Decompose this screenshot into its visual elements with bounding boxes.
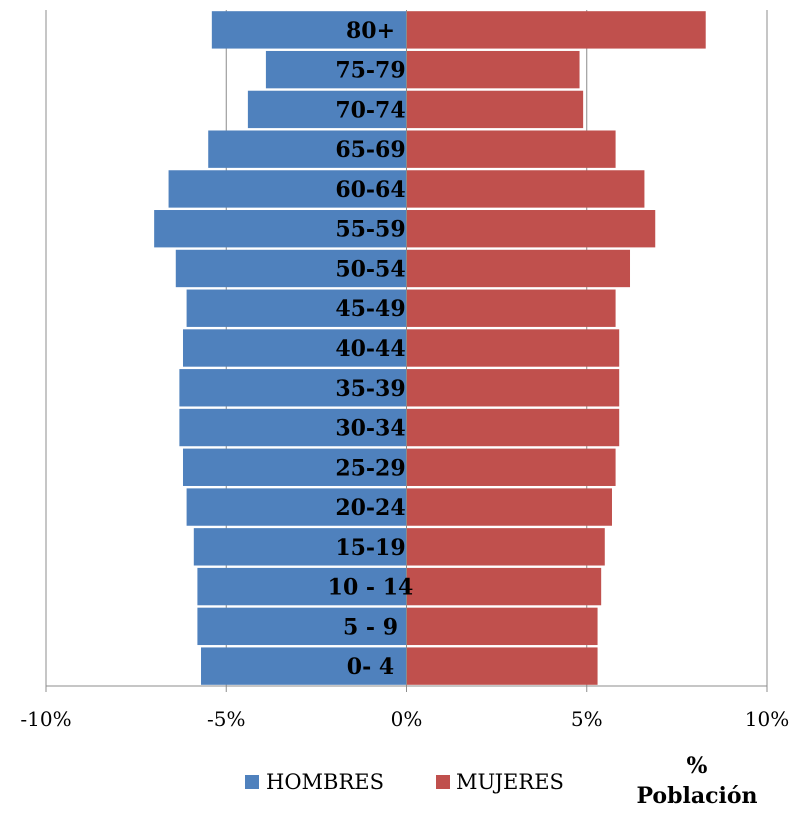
legend-label-mujeres: MUJERES: [456, 770, 564, 794]
bar-hombres-25-29: [182, 448, 407, 486]
bar-hombres-30-34: [179, 408, 407, 447]
bar-mujeres-0-4: [406, 647, 598, 685]
category-label: 15-19: [335, 535, 405, 561]
x-tick-label: -10%: [20, 707, 71, 731]
bar-mujeres-10-14: [406, 567, 602, 606]
category-label: 0- 4: [347, 654, 394, 680]
bar-mujeres-65-69: [406, 130, 616, 168]
category-label: 30-34: [335, 416, 405, 442]
unit-label-line-1: %: [687, 753, 708, 779]
bar-mujeres-35-39: [406, 369, 620, 407]
category-label: 50-54: [335, 256, 405, 282]
legend-swatch-mujeres: [436, 775, 450, 789]
legend: HOMBRES MUJERES: [245, 770, 564, 794]
bar-mujeres-15-19: [406, 528, 605, 566]
bar-hombres-65-69: [208, 130, 407, 168]
x-tick-label: -5%: [207, 707, 246, 731]
category-label: 10 - 14: [328, 575, 414, 601]
x-tick-label: 0%: [391, 707, 423, 731]
bar-mujeres-45-49: [406, 289, 616, 327]
x-axis: -10% -5% 0% 5% 10%: [20, 10, 789, 731]
bar-mujeres-5-9: [406, 607, 598, 646]
bar-mujeres-25-29: [406, 448, 616, 486]
bar-mujeres-60-64: [406, 170, 645, 208]
category-label: 45-49: [335, 296, 405, 322]
x-tick-label: 5%: [571, 707, 603, 731]
bar-hombres-35-39: [179, 369, 407, 407]
unit-label: % Población: [636, 753, 757, 809]
bar-hombres-50-54: [175, 249, 407, 288]
category-label: 70-74: [335, 97, 405, 123]
bar-mujeres-50-54: [406, 249, 631, 288]
bar-hombres-45-49: [186, 289, 407, 327]
bar-hombres-80+: [211, 11, 407, 49]
category-label: 60-64: [335, 177, 405, 203]
bars: [154, 11, 706, 685]
bar-hombres-5-9: [197, 607, 407, 646]
bar-mujeres-20-24: [406, 488, 612, 526]
category-label: 55-59: [335, 217, 405, 243]
category-label: 80+: [346, 18, 395, 44]
unit-label-line-2: Población: [636, 783, 757, 809]
bar-hombres-60-64: [168, 170, 407, 208]
bar-mujeres-75-79: [406, 50, 580, 89]
category-label: 25-29: [335, 455, 405, 481]
bar-hombres-40-44: [182, 329, 407, 367]
category-label: 20-24: [335, 495, 405, 521]
bar-hombres-55-59: [154, 210, 407, 248]
category-label: 35-39: [335, 376, 405, 402]
bar-hombres-20-24: [186, 488, 407, 526]
category-label: 40-44: [335, 336, 405, 362]
bar-hombres-10-14: [197, 567, 407, 606]
category-label: 5 - 9: [343, 614, 398, 640]
category-labels: 0- 4 5 - 9 10 - 14 15-19 20-24 25-29 30-34 35-3…: [328, 18, 414, 680]
bar-mujeres-70-74: [406, 90, 584, 129]
bar-mujeres-55-59: [406, 210, 656, 248]
legend-label-hombres: HOMBRES: [266, 770, 384, 794]
bar-mujeres-40-44: [406, 329, 620, 367]
bar-mujeres-80+: [406, 11, 706, 49]
bar-hombres-70-74: [247, 90, 407, 129]
bar-hombres-0-4: [201, 647, 407, 685]
bar-hombres-15-19: [193, 528, 407, 566]
category-label: 75-79: [335, 58, 405, 84]
bar-hombres-75-79: [265, 50, 407, 89]
bar-mujeres-30-34: [406, 408, 620, 447]
category-label: 65-69: [335, 137, 405, 163]
x-tick-label: 10%: [745, 707, 789, 731]
legend-swatch-hombres: [245, 775, 259, 789]
